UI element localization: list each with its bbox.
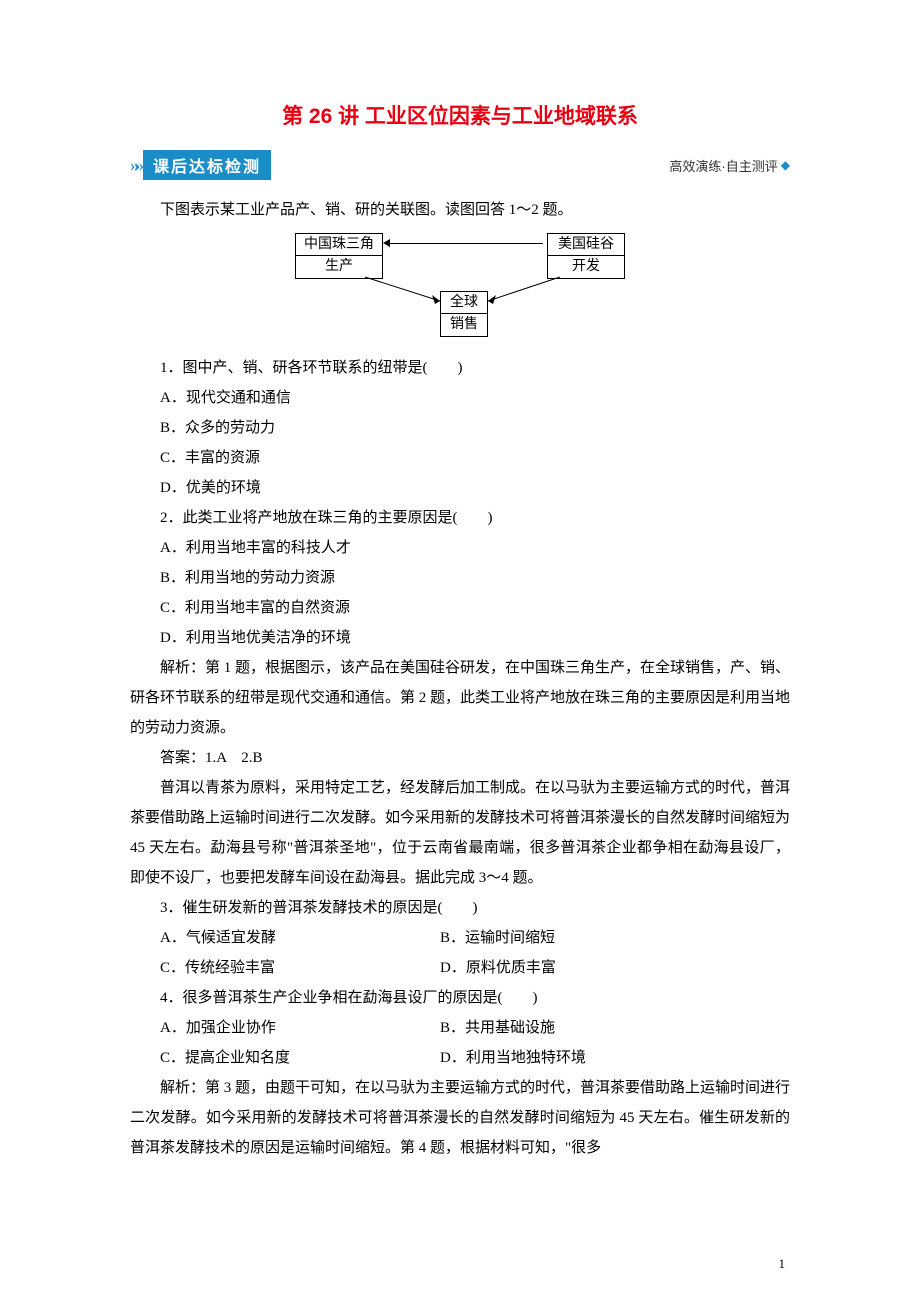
q3-option-c: C．传统经验丰富 xyxy=(130,953,440,983)
section-banner: »» 课后达标检测 高效演练·自主测评 ◆ xyxy=(130,150,790,180)
diagram-box-mid-bot: 销售 xyxy=(440,313,488,337)
flow-diagram: 中国珠三角 生产 美国硅谷 开发 全球 销售 xyxy=(295,233,625,343)
q1-option-c: C．丰富的资源 xyxy=(130,443,790,473)
q4-row-cd: C．提高企业知名度 D．利用当地独特环境 xyxy=(130,1043,790,1073)
q2-option-a: A．利用当地丰富的科技人才 xyxy=(130,533,790,563)
banner-label: 课后达标检测 xyxy=(143,150,271,180)
diamond-icon: ◆ xyxy=(781,158,790,173)
diagram-box-left-top: 中国珠三角 xyxy=(295,233,383,257)
page-title: 第 26 讲 工业区位因素与工业地域联系 xyxy=(130,100,790,130)
q2-option-d: D．利用当地优美洁净的环境 xyxy=(130,623,790,653)
diagram-box-left-bot: 生产 xyxy=(295,255,383,279)
q4-option-a: A．加强企业协作 xyxy=(130,1013,440,1043)
q4-option-c: C．提高企业知名度 xyxy=(130,1043,440,1073)
q1-option-d: D．优美的环境 xyxy=(130,473,790,503)
q2-stem: 2．此类工业将产地放在珠三角的主要原因是( ) xyxy=(130,503,790,533)
q3-row-ab: A．气候适宜发酵 B．运输时间缩短 xyxy=(130,923,790,953)
q3-option-a: A．气候适宜发酵 xyxy=(130,923,440,953)
arrow-top-line xyxy=(387,243,543,244)
q4-option-d: D．利用当地独特环境 xyxy=(440,1043,790,1073)
intro-paragraph-2: 普洱以青茶为原料，采用特定工艺，经发酵后加工制成。在以马驮为主要运输方式的时代，… xyxy=(130,773,790,893)
q1-option-a: A．现代交通和通信 xyxy=(130,383,790,413)
page-number: 1 xyxy=(779,1256,786,1272)
diagram-box-right-top: 美国硅谷 xyxy=(547,233,625,257)
q1-option-b: B．众多的劳动力 xyxy=(130,413,790,443)
q4-row-ab: A．加强企业协作 B．共用基础设施 xyxy=(130,1013,790,1043)
diagram-box-mid-top: 全球 xyxy=(440,291,488,315)
q2-option-c: C．利用当地丰富的自然资源 xyxy=(130,593,790,623)
arrow-top-head-icon xyxy=(383,239,390,247)
analysis-2: 解析：第 3 题，由题干可知，在以马驮为主要运输方式的时代，普洱茶要借助路上运输… xyxy=(130,1073,790,1163)
q3-stem: 3．催生研发新的普洱茶发酵技术的原因是( ) xyxy=(130,893,790,923)
diagram-box-right-bot: 开发 xyxy=(547,255,625,279)
q1-stem: 1．图中产、销、研各环节联系的纽带是( ) xyxy=(130,353,790,383)
diagram-container: 中国珠三角 生产 美国硅谷 开发 全球 销售 xyxy=(130,233,790,343)
analysis-1: 解析：第 1 题，根据图示，该产品在美国硅谷研发，在中国珠三角生产，在全球销售，… xyxy=(130,653,790,743)
q3-row-cd: C．传统经验丰富 D．原料优质丰富 xyxy=(130,953,790,983)
q3-option-b: B．运输时间缩短 xyxy=(440,923,790,953)
q4-stem: 4．很多普洱茶生产企业争相在勐海县设厂的原因是( ) xyxy=(130,983,790,1013)
intro-paragraph-1: 下图表示某工业产品产、销、研的关联图。读图回答 1～2 题。 xyxy=(130,195,790,225)
banner-right-text: 高效演练·自主测评 xyxy=(669,156,777,175)
q2-option-b: B．利用当地的劳动力资源 xyxy=(130,563,790,593)
q3-option-d: D．原料优质丰富 xyxy=(440,953,790,983)
answer-1: 答案：1.A 2.B xyxy=(130,743,790,773)
banner-arrows-icon: »» xyxy=(130,155,140,176)
q4-option-b: B．共用基础设施 xyxy=(440,1013,790,1043)
